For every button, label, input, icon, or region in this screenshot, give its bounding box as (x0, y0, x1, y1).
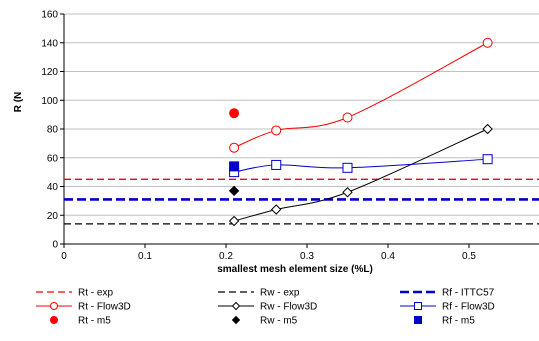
series-rw-flow3d-point (482, 123, 493, 135)
legend-marker (231, 301, 241, 311)
gridlines (64, 13, 539, 216)
x-tick-label: 0.1 (138, 251, 152, 262)
legend-label: Rw - Flow3D (260, 302, 317, 313)
series-rw-flow3d-point (271, 204, 282, 215)
legend-label: Rw - exp (260, 288, 300, 299)
legend-label: Rf - m5 (442, 316, 475, 327)
legend-item-rw-flow3d: Rw - Flow3D (218, 302, 317, 313)
y-tick-label: 0 (52, 240, 58, 251)
series-rf-flow3d-point (482, 154, 493, 165)
x-axis-title: smallest mesh element size (%L) (217, 264, 373, 275)
legend-marker (231, 315, 241, 325)
x-tick-label: 0.5 (462, 251, 476, 262)
legend-item-rt-exp: Rt - exp (36, 288, 113, 299)
series-rw-flow3d-point (228, 215, 240, 227)
series-rf-m5-point (229, 161, 240, 172)
x-tick-label: 0.4 (381, 251, 395, 262)
legend-marker (414, 302, 422, 310)
legend-label: Rt - m5 (78, 316, 111, 327)
legend-marker (50, 316, 58, 324)
x-tick-label: 0 (61, 251, 67, 262)
series-rt-flow3d-point (271, 125, 282, 136)
y-tick-label: 160 (41, 10, 58, 21)
legend-label: Rw - m5 (260, 316, 298, 327)
series-rf-flow3d-point (271, 159, 282, 170)
legend-marker (414, 316, 422, 324)
series-rf-flow3d-point (342, 162, 353, 173)
y-tick-label: 60 (47, 153, 59, 164)
axes (60, 13, 539, 248)
x-tick-labels: 00.10.20.30.40.50.6 (61, 251, 476, 262)
legend-item-rw-m5: Rw - m5 (231, 315, 298, 327)
series-rw-m5-point (228, 185, 240, 197)
y-tick-label: 100 (41, 96, 58, 107)
legend-label: Rf - Flow3D (442, 302, 495, 313)
y-tick-label: 20 (47, 211, 59, 222)
legend: Rt - exp Rw - exp Rf - ITTC57 Rt - Flow3D Rw… (36, 288, 495, 327)
series-rt-flow3d-line (233, 42, 488, 149)
legend-label: Rf - ITTC57 (442, 288, 495, 299)
series-layer (64, 37, 539, 227)
legend-marker (50, 302, 58, 310)
legend-label: Rt - Flow3D (78, 302, 131, 313)
series-rt-m5-point (229, 108, 240, 119)
legend-item-rt-m5: Rt - m5 (50, 316, 111, 327)
legend-item-rf-flow3d: Rf - Flow3D (400, 302, 495, 313)
y-tick-label: 120 (41, 67, 58, 78)
series-rt-flow3d-point (342, 112, 353, 123)
legend-item-rw-exp: Rw - exp (218, 288, 300, 299)
legend-item-rf-m5: Rf - m5 (414, 316, 475, 327)
series-rt-flow3d-point (229, 142, 240, 153)
y-tick-labels: 0 20 40 60 80 100 120 140 160 (41, 10, 58, 251)
y-tick-label: 140 (41, 38, 58, 49)
legend-item-rt-flow3d: Rt - Flow3D (36, 302, 131, 313)
legend-item-rf-ittc57: Rf - ITTC57 (400, 288, 495, 299)
series-rt-flow3d-point (482, 37, 493, 48)
legend-label: Rt - exp (78, 288, 113, 299)
x-tick-label: 0.3 (300, 251, 314, 262)
series-rw-flow3d-point (342, 187, 353, 198)
y-axis-title: R (N (13, 92, 24, 113)
series-rf-flow3d-line (234, 158, 488, 173)
y-tick-label: 40 (47, 182, 59, 193)
series-rw-flow3d-line (233, 128, 488, 222)
y-tick-label: 80 (47, 125, 59, 136)
x-tick-label: 0.2 (219, 251, 233, 262)
